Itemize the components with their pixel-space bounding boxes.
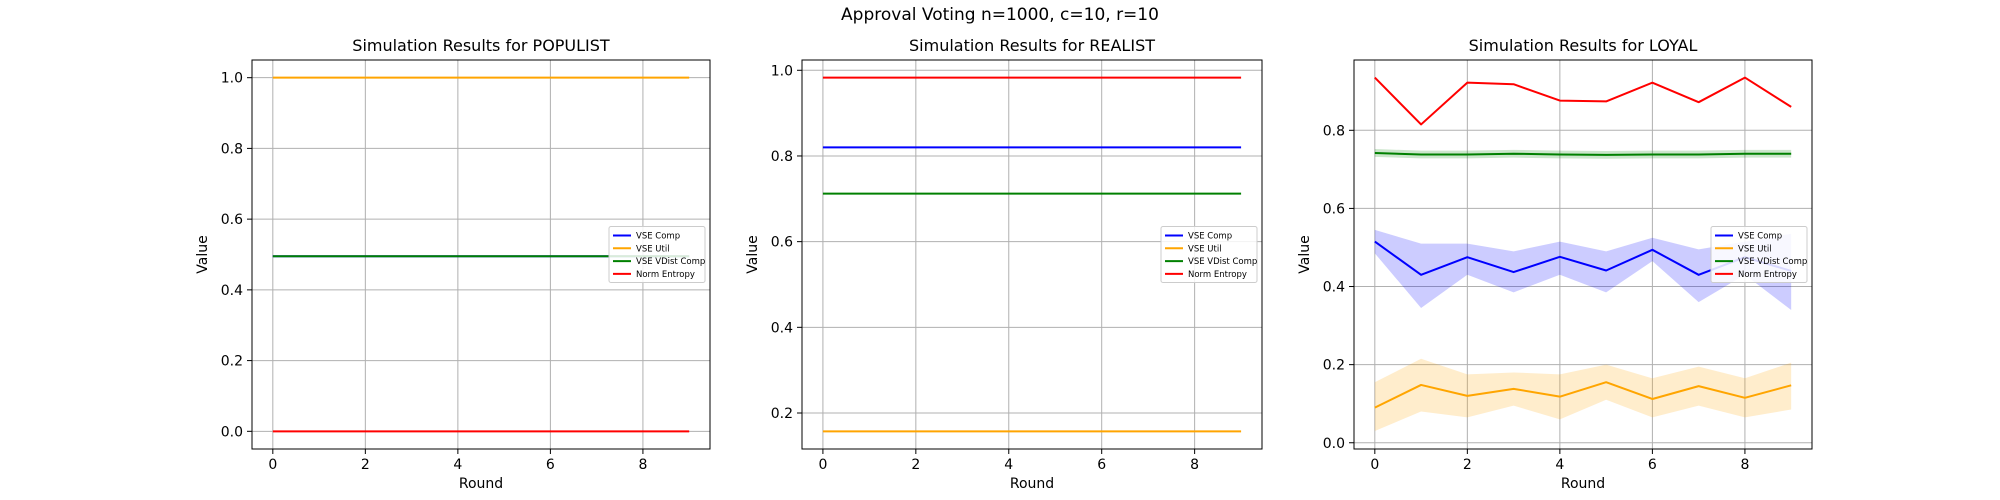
x-tick-label: 6 [1097,457,1106,473]
y-tick-label: 0.6 [1323,201,1345,217]
legend: VSE Comp VSE Util VSE VDist Comp Norm Entro… [1710,226,1808,283]
x-tick-label: 0 [268,457,277,473]
axes-frame [251,59,711,450]
y-tick-label: 0.2 [221,354,243,370]
y-tick-label: 0.6 [221,212,243,228]
legend-label-vse-util: VSE Util [1738,244,1772,254]
y-axis-label: Value [1297,235,1313,273]
y-tick-label: 0.4 [1323,280,1345,296]
y-tick-label: 0.4 [221,283,243,299]
y-tick-label: 1.0 [221,71,243,87]
y-tick-label: 0.2 [771,406,793,422]
legend-label-vse-util: VSE Util [636,244,670,254]
x-tick-label: 2 [361,457,370,473]
y-tick-label: 0.2 [1323,358,1345,374]
x-tick-label: 8 [1740,457,1749,473]
legend-label-vse-comp: VSE Comp [636,232,680,242]
axes-frame [1353,59,1813,450]
series-line-norm-entropy [1374,76,1792,126]
x-tick-label: 8 [1190,457,1199,473]
legend-label-vse-comp: VSE Comp [1188,232,1232,242]
legend-label-vse-vdist-comp: VSE VDist Comp [1738,257,1807,267]
y-axis-label: Value [745,235,761,273]
y-tick-label: 0.0 [1323,436,1345,452]
y-tick-label: 0.4 [771,320,793,336]
chart-title: Simulation Results for POPULIST [352,36,610,55]
x-axis-label: Round [1010,476,1054,492]
x-tick-label: 2 [911,457,920,473]
band-vse-comp [1374,229,1792,310]
legend: VSE Comp VSE Util VSE VDist Comp Norm Entro… [1160,226,1258,283]
legend: VSE Comp VSE Util VSE VDist Comp Norm Entro… [608,226,706,283]
x-tick-label: 0 [818,457,827,473]
x-tick-label: 4 [1555,457,1564,473]
legend-box [1710,226,1808,283]
x-tick-label: 4 [1004,457,1013,473]
y-tick-label: 0.8 [1323,123,1345,139]
y-tick-label: 0.8 [771,149,793,165]
x-tick-label: 8 [638,457,647,473]
series-line-vse-util [1374,381,1792,409]
axes-frame [801,59,1263,450]
legend-label-vse-vdist-comp: VSE VDist Comp [1188,257,1257,267]
x-tick-label: 6 [546,457,555,473]
legend-label-norm-entropy: Norm Entropy [636,270,695,280]
y-tick-label: 0.0 [221,424,243,440]
y-axis-label: Value [195,235,211,273]
chart-0: 0 2 4 6 8 0.0 0.2 0.4 0.6 0.8 1.0 Simulation Result… [195,36,711,492]
legend-box [608,226,706,283]
legend-label-norm-entropy: Norm Entropy [1738,270,1797,280]
legend-box [1160,226,1258,283]
band-vse-util [1374,358,1792,432]
y-tick-label: 0.8 [221,141,243,157]
chart-title: Simulation Results for REALIST [909,36,1155,55]
legend-label-vse-comp: VSE Comp [1738,232,1782,242]
chart-1: 0 2 4 6 8 0.2 0.4 0.6 0.8 1.0 Simulation Results f… [745,36,1263,492]
x-axis-label: Round [1561,476,1605,492]
figure-title: Approval Voting n=1000, c=10, r=10 [841,5,1159,25]
x-tick-label: 0 [1370,457,1379,473]
y-tick-label: 0.6 [771,235,793,251]
y-tick-label: 1.0 [771,63,793,79]
chart-title: Simulation Results for LOYAL [1469,36,1698,55]
series-line-vse-vdist-comp [1374,151,1792,156]
legend-label-norm-entropy: Norm Entropy [1188,270,1247,280]
x-axis-label: Round [459,476,503,492]
x-tick-label: 6 [1648,457,1657,473]
chart-2: 0 2 4 6 8 0.0 0.2 0.4 0.6 0.8 Simulation Results f… [1297,36,1813,492]
x-tick-label: 4 [453,457,462,473]
legend-label-vse-util: VSE Util [1188,244,1222,254]
x-tick-label: 2 [1463,457,1472,473]
legend-label-vse-vdist-comp: VSE VDist Comp [636,257,705,267]
